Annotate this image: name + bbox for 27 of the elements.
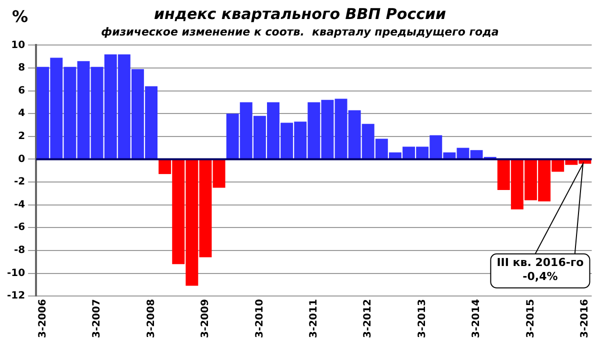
y-tick-label: -2	[14, 176, 26, 188]
x-tick-label: 3-2008	[146, 299, 157, 338]
y-tick-label: -12	[6, 290, 26, 302]
y-tick-label: -10	[6, 268, 26, 279]
y-tick-label: 6	[18, 85, 26, 96]
x-tick-label: 3-2014	[471, 299, 482, 338]
y-tick-label: 4	[18, 108, 26, 120]
chart-subtitle: физическое изменение к соотв. кварталу предыдущего года	[101, 25, 499, 38]
x-tick-label: 3-2012	[362, 299, 374, 338]
x-tick-label: 3-2011	[308, 299, 320, 338]
x-tick-label: 3-2013	[416, 299, 428, 338]
annotation: III кв. 2016-го -0,4%	[496, 256, 584, 284]
y-axis-title: %	[12, 7, 28, 26]
y-tick-label: 2	[18, 131, 26, 142]
x-tick-label: 3-2009	[200, 299, 212, 338]
x-tick-label: 3-2010	[254, 299, 266, 338]
y-tick-label: -8	[14, 245, 26, 256]
x-tick-label: 3-2015	[525, 299, 536, 338]
x-tick-label: 3-2016	[580, 299, 591, 338]
chart-title: индекс квартального ВВП России	[154, 4, 447, 23]
y-tick-label: -6	[14, 222, 26, 234]
y-tick-label: 8	[18, 62, 26, 74]
y-tick-label: 10	[11, 40, 26, 51]
x-tick-label: 3-2007	[92, 299, 103, 338]
y-tick-label: -4	[14, 199, 26, 210]
y-tick-label: 0	[18, 154, 26, 165]
x-tick-label: 3-2006	[37, 299, 48, 338]
